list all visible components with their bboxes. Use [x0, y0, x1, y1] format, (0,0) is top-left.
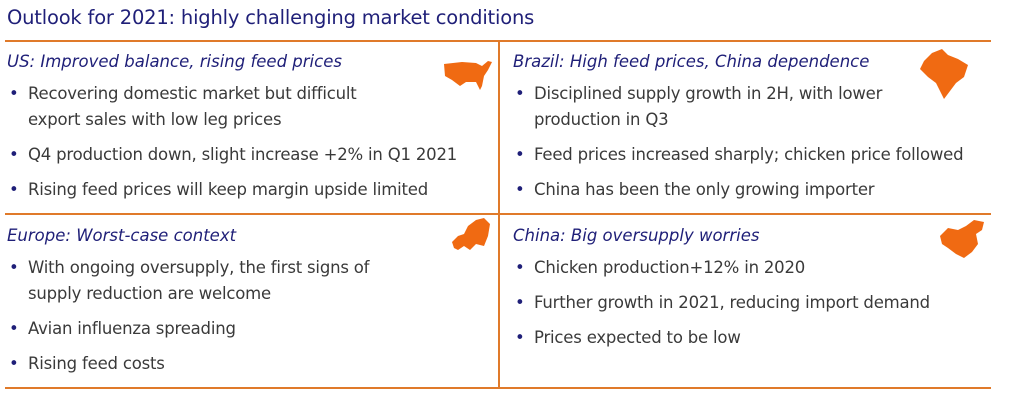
- quadrant-china: China: Big oversupply worries Chicken pr…: [513, 223, 993, 360]
- bullet: Disciplined supply growth in 2H, with lo…: [513, 81, 914, 133]
- bullet: Avian influenza spreading: [7, 316, 487, 342]
- bullet: China has been the only growing importer: [513, 177, 993, 203]
- bullet: Chicken production+12% in 2020: [513, 255, 993, 281]
- quadrant-europe: Europe: Worst-case context With ongoing …: [7, 223, 487, 386]
- bullet: Recovering domestic market but difficult…: [7, 81, 388, 133]
- bullet: Rising feed prices will keep margin upsi…: [7, 177, 477, 203]
- quadrant-us: US: Improved balance, rising feed prices…: [7, 49, 487, 212]
- divider-vertical: [498, 41, 500, 389]
- quadrant-brazil: Brazil: High feed prices, China dependen…: [513, 49, 993, 212]
- bullet: Prices expected to be low: [513, 325, 993, 351]
- europe-map-icon: [452, 218, 490, 250]
- quadrant-heading: Europe: Worst-case context: [7, 226, 237, 245]
- brazil-map-icon: [920, 49, 968, 99]
- quadrant-heading: US: Improved balance, rising feed prices: [7, 52, 342, 71]
- usa-map-icon: [444, 61, 492, 90]
- page-title: Outlook for 2021: highly challenging mar…: [7, 6, 535, 29]
- bullet: With ongoing oversupply, the first signs…: [7, 255, 408, 307]
- china-map-icon: [940, 220, 984, 258]
- bullet: Further growth in 2021, reducing import …: [513, 290, 993, 316]
- quadrant-heading: China: Big oversupply worries: [513, 226, 760, 245]
- bullet: Feed prices increased sharply; chicken p…: [513, 142, 993, 168]
- bullet: Q4 production down, slight increase +2% …: [7, 142, 477, 168]
- quadrant-heading: Brazil: High feed prices, China dependen…: [513, 52, 870, 71]
- bullet: Rising feed costs: [7, 351, 487, 377]
